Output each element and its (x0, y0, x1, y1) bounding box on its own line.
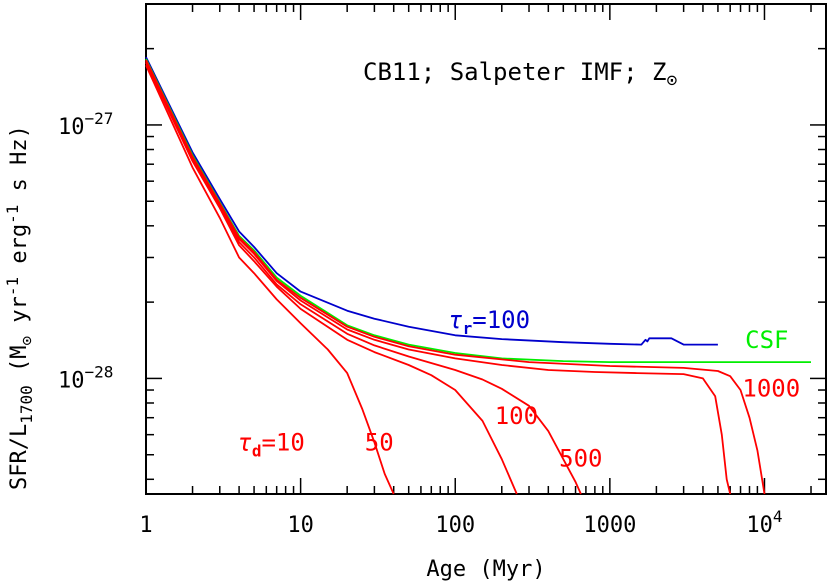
chart-title-text: CB11; Salpeter IMF; Z (363, 58, 666, 86)
chart-title-sun-symbol: ⊙ (666, 70, 677, 91)
chart-title: CB11; Salpeter IMF; Z⊙ (363, 58, 677, 91)
series-label: τd=10 (237, 428, 304, 460)
x-tick-label: 100 (435, 513, 475, 538)
y-tick-label: 10−28 (58, 362, 113, 393)
x-tick-label: 104 (746, 507, 782, 538)
series-labels: τr=100 CSF 1000 500 100 50 τd=10 (237, 306, 800, 472)
y-axis-label: SFR/L1700 (M⊙ yr-1 erg-1 s Hz) (3, 125, 36, 490)
series-label: CSF (745, 326, 788, 354)
series-line (145, 61, 582, 495)
series-line (145, 64, 395, 495)
series-label: 50 (365, 428, 394, 456)
series-label: 100 (495, 402, 538, 430)
x-tick-label: 1 (139, 513, 152, 538)
series-label: 500 (559, 444, 602, 472)
x-tick-label: 1000 (583, 513, 636, 538)
series-line (145, 59, 732, 495)
series-line (145, 59, 766, 495)
x-axis-label: Age (Myr) (426, 557, 545, 582)
plot-frame (145, 3, 827, 495)
series-label: τr=100 (448, 306, 530, 338)
series-line (145, 62, 518, 495)
series-label: 1000 (742, 374, 800, 402)
axis-ticks: 1 10 100 1000 104 10−27 10−28 (58, 3, 826, 538)
y-tick-label: 10−27 (58, 109, 113, 140)
x-tick-label: 10 (287, 513, 314, 538)
series-line (145, 56, 718, 346)
series-lines (145, 56, 811, 495)
